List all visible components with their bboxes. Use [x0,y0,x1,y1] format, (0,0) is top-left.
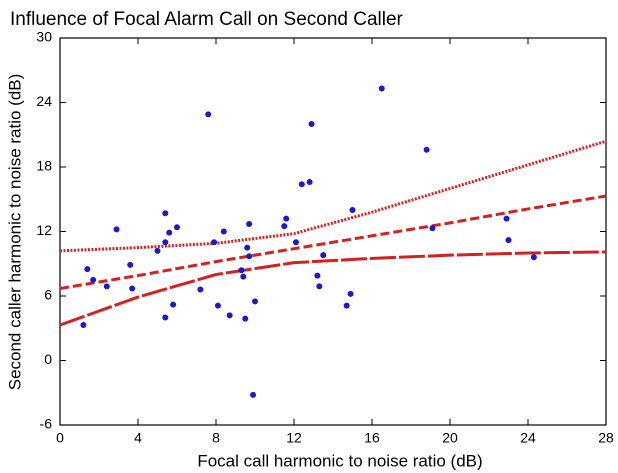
point [90,276,97,283]
y-tick-label: 0 [44,351,52,367]
fit-line [59,250,607,327]
x-tick-label: 8 [212,430,220,446]
point [343,302,350,309]
point [162,314,169,321]
y-tick-label: 12 [36,222,52,238]
point [298,181,305,188]
point [281,223,288,230]
chart-title: Influence of Focal Alarm Call on Second … [10,9,404,30]
y-axis-label: Second caller harmonic to noise ratio (d… [5,74,24,391]
point [314,272,321,279]
point [429,225,436,232]
point [113,226,120,233]
point [220,228,227,235]
point [306,179,313,186]
point [250,391,257,398]
y-tick-label: 18 [36,158,52,174]
point [308,121,315,127]
point [503,215,510,222]
x-tick-label: 20 [442,430,458,446]
y-tick-label: 30 [36,29,52,45]
point [211,239,218,246]
point [246,253,253,260]
x-axis-label: Focal call harmonic to noise ratio (dB) [197,451,482,470]
point [80,322,87,329]
point [166,229,173,236]
point [292,239,299,246]
y-tick-label: -6 [40,416,53,432]
point [423,146,430,153]
point [170,301,177,308]
point [283,215,290,222]
point [240,273,247,280]
point [197,286,204,293]
point [238,267,245,274]
point [84,266,91,273]
point [103,283,110,290]
point [505,237,512,244]
point [154,247,161,254]
point [174,224,180,231]
x-tick-label: 12 [286,430,302,446]
point [246,220,253,227]
point [205,111,212,118]
y-tick-label: 6 [44,287,52,303]
y-tick-label: 24 [36,93,52,109]
x-tick-label: 24 [520,430,536,446]
point [252,298,258,305]
point [244,244,251,251]
point [242,315,249,322]
x-tick-label: 16 [364,430,380,446]
fit-line [59,139,607,253]
point [530,254,537,261]
fit-line [59,194,607,290]
point [347,290,354,297]
point [378,85,385,92]
point [320,252,327,259]
point [127,261,134,268]
point [214,302,221,309]
point [226,312,233,319]
point [162,210,169,217]
point [129,285,136,292]
point [162,239,169,246]
x-tick-label: 28 [598,430,614,446]
plot-frame [59,37,607,426]
x-tick-label: 4 [134,430,142,446]
point [316,283,323,290]
point [349,207,356,213]
x-tick-label: 0 [56,430,64,446]
